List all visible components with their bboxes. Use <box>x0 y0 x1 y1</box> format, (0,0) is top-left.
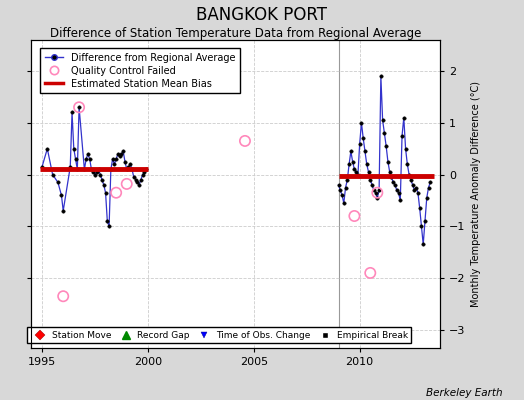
Legend: Station Move, Record Gap, Time of Obs. Change, Empirical Break: Station Move, Record Gap, Time of Obs. C… <box>27 327 411 344</box>
Point <box>350 213 358 219</box>
Y-axis label: Monthly Temperature Anomaly Difference (°C): Monthly Temperature Anomaly Difference (… <box>471 81 481 307</box>
Title: Difference of Station Temperature Data from Regional Average: Difference of Station Temperature Data f… <box>50 27 421 40</box>
Text: BANGKOK PORT: BANGKOK PORT <box>196 6 328 24</box>
Point <box>373 190 381 196</box>
Point <box>123 181 131 187</box>
Text: Berkeley Earth: Berkeley Earth <box>427 388 503 398</box>
Point <box>75 104 83 110</box>
Point <box>366 270 375 276</box>
Point <box>112 190 121 196</box>
Point <box>241 138 249 144</box>
Point <box>59 293 68 300</box>
